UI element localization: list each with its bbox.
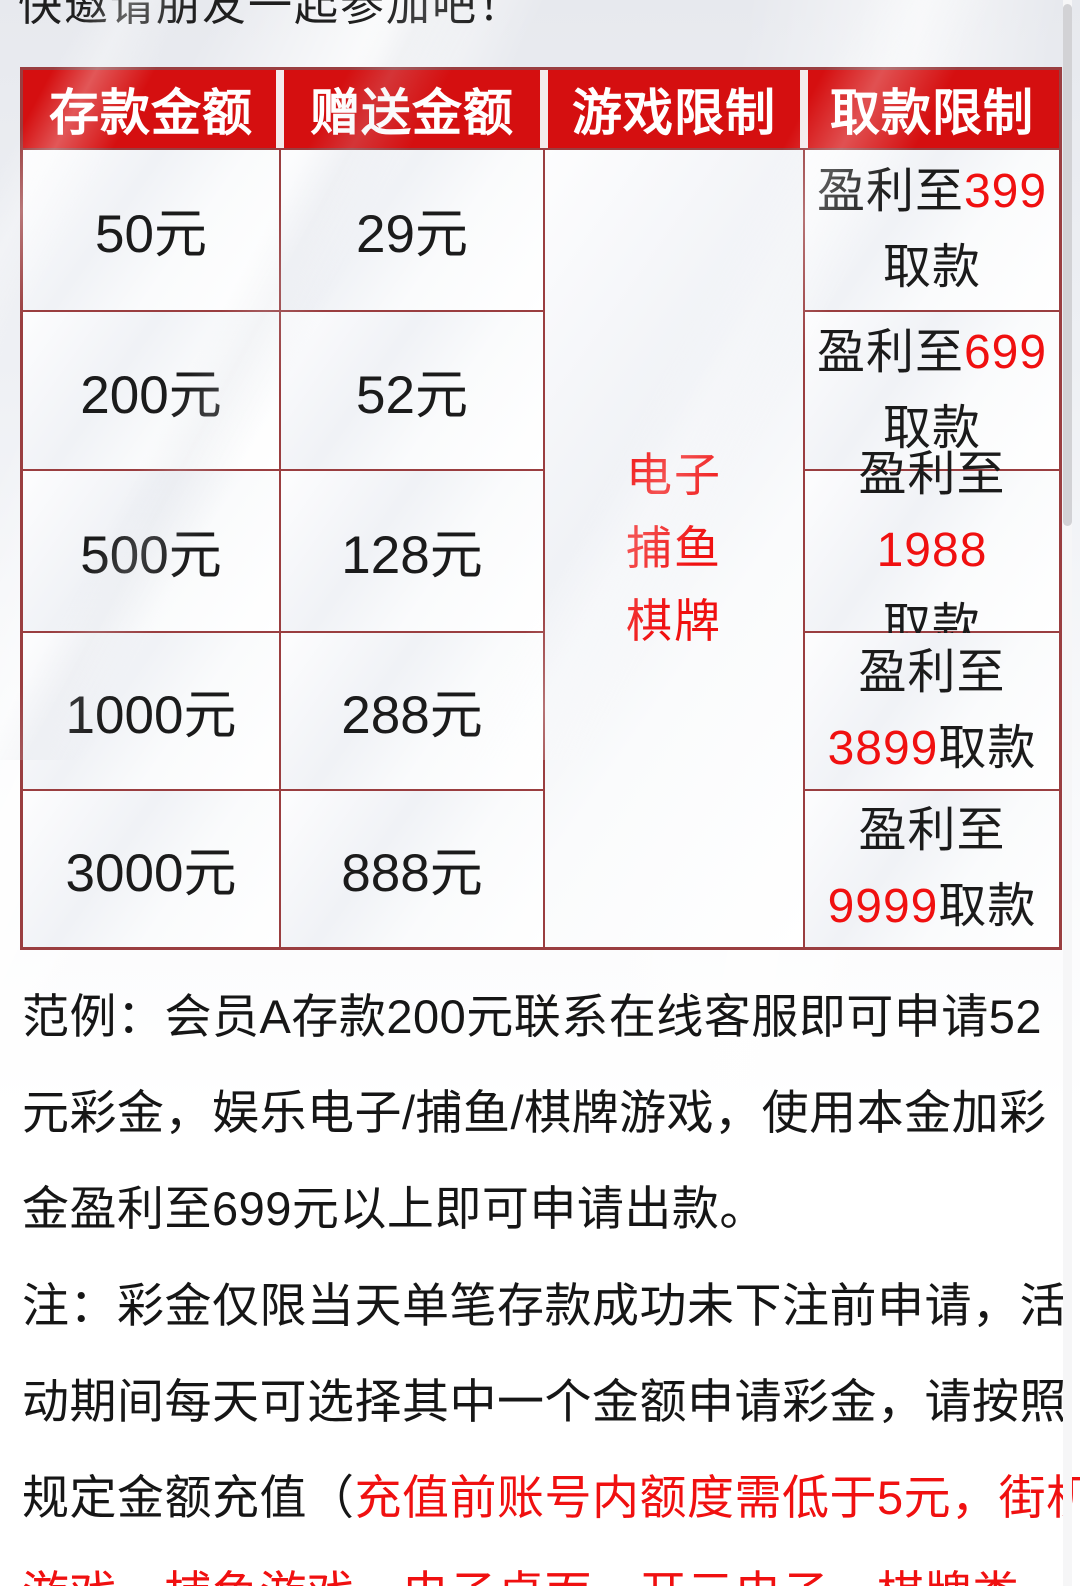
paragraph-line: 规定金额充值（充值前账号内额度需低于5元，街机 bbox=[22, 1450, 1080, 1546]
example-paragraph: 范例：会员A存款200元联系在线客服即可申请52 元彩金，娱乐电子/捕鱼/棋牌游… bbox=[22, 969, 1072, 1257]
note-red-text: 充值前账号内额度需低于5元，街机 bbox=[354, 1471, 1080, 1524]
bonus-cell: 288元 bbox=[281, 633, 543, 789]
withdraw-amount: 9999 bbox=[827, 880, 939, 933]
note-black-text: 规定金额充值（ bbox=[22, 1471, 355, 1524]
deposit-cell: 3000元 bbox=[23, 791, 279, 947]
header-divider bbox=[540, 70, 548, 148]
withdraw-cell: 盈利至 9999取款 bbox=[805, 791, 1059, 947]
withdraw-text: 盈利至 bbox=[858, 646, 1006, 699]
withdraw-amount: 3899 bbox=[827, 722, 939, 775]
paragraph-line: 元彩金，娱乐电子/捕鱼/棋牌游戏，使用本金加彩 bbox=[22, 1086, 1047, 1139]
withdraw-text: 盈利至 bbox=[858, 448, 1006, 501]
bonus-cell: 52元 bbox=[281, 312, 543, 469]
paragraph-line: 金盈利至699元以上即可申请出款。 bbox=[22, 1182, 767, 1235]
header-divider bbox=[276, 70, 284, 148]
paragraph-line: 动期间每天可选择其中一个金额申请彩金，请按照 bbox=[22, 1375, 1067, 1428]
bonus-cell: 29元 bbox=[281, 150, 543, 310]
paragraph-line: 范例：会员A存款200元联系在线客服即可申请52 bbox=[22, 990, 1043, 1043]
withdraw-text: 盈利至 bbox=[858, 804, 1006, 857]
scrollbar-thumb[interactable] bbox=[1063, 4, 1072, 526]
header-withdraw-limit: 取款限制 bbox=[805, 70, 1059, 148]
game-restriction-line: 棋牌 bbox=[626, 595, 722, 647]
game-restriction-line: 电子 bbox=[626, 449, 722, 501]
withdraw-text: 盈利至 bbox=[816, 165, 964, 218]
withdraw-amount: 1988 bbox=[876, 524, 988, 577]
scrollbar-track[interactable] bbox=[1063, 0, 1072, 1586]
invite-friends-text: 快邀请朋友一起参加吧！ bbox=[18, 0, 524, 30]
withdraw-amount: 699 bbox=[963, 325, 1048, 379]
bonus-cell: 888元 bbox=[281, 791, 543, 947]
withdraw-text: 取款 bbox=[938, 880, 1037, 933]
paragraph-line: 注：彩金仅限当天单笔存款成功未下注前申请，活 bbox=[22, 1279, 1067, 1332]
deposit-cell: 500元 bbox=[23, 471, 279, 631]
header-game-limit: 游戏限制 bbox=[545, 70, 803, 148]
withdraw-cell: 盈利至 3899取款 bbox=[805, 633, 1059, 789]
withdraw-amount: 399 bbox=[963, 165, 1048, 218]
bonus-table: 存款金额 赠送金额 游戏限制 取款限制 电子 捕鱼 棋牌 50元 29元 盈利至… bbox=[20, 67, 1062, 950]
withdraw-cell: 盈利至399 取款 bbox=[805, 150, 1059, 310]
bonus-cell: 128元 bbox=[281, 471, 543, 631]
header-deposit-amount: 存款金额 bbox=[23, 70, 279, 148]
withdraw-text: 取款 bbox=[882, 241, 981, 294]
withdraw-text: 取款 bbox=[938, 722, 1037, 775]
deposit-cell: 200元 bbox=[23, 312, 279, 469]
game-restriction-line: 捕鱼 bbox=[626, 522, 722, 574]
withdraw-text: 取款 bbox=[882, 401, 981, 455]
withdraw-cell: 盈利至699 取款 bbox=[805, 312, 1059, 469]
withdraw-text: 盈利至 bbox=[816, 325, 964, 379]
withdraw-cell: 盈利至1988 取款 bbox=[805, 448, 1059, 653]
deposit-cell: 50元 bbox=[23, 150, 279, 310]
note-paragraph: 注：彩金仅限当天单笔存款成功未下注前申请，活 动期间每天可选择其中一个金额申请彩… bbox=[22, 1258, 1080, 1586]
header-bonus-amount: 赠送金额 bbox=[281, 70, 543, 148]
deposit-cell: 1000元 bbox=[23, 633, 279, 789]
game-restriction-cell: 电子 捕鱼 棋牌 bbox=[545, 150, 803, 947]
header-divider bbox=[800, 70, 808, 148]
paragraph-line-clipped: 游戏、捕鱼游戏、电子桌面、开元电子、棋牌类 bbox=[22, 1546, 1072, 1586]
